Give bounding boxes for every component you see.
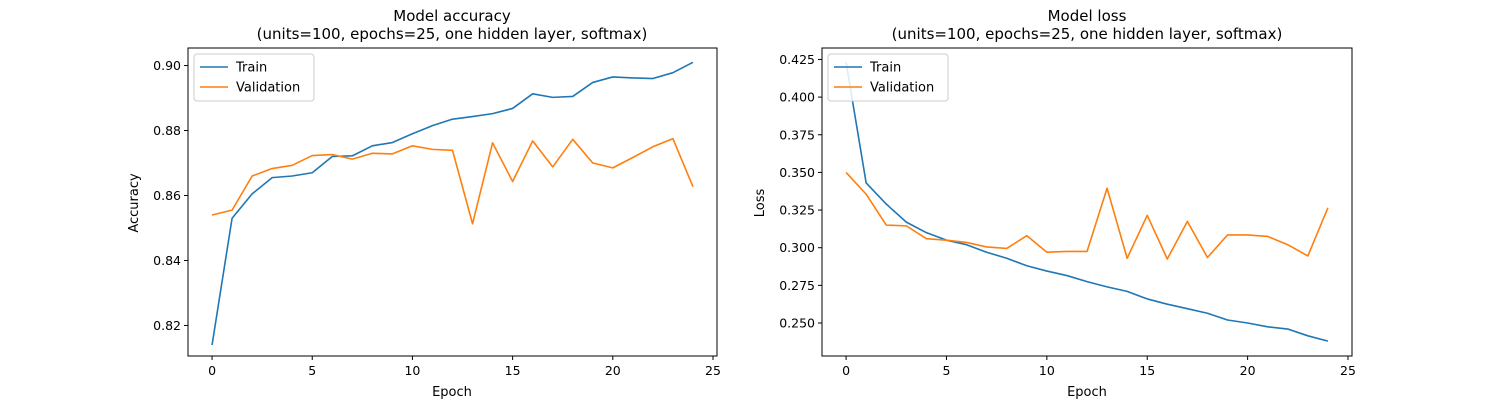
accuracy-y-tick-label: 0.86 <box>153 188 181 203</box>
loss-y-tick-label: 0.300 <box>779 240 815 255</box>
accuracy-y-tick-label: 0.82 <box>153 318 181 333</box>
accuracy-y-axis: 0.82 0.84 0.86 0.88 0.90 <box>153 58 188 333</box>
loss-x-tick-label: 20 <box>1240 363 1256 378</box>
loss-x-axis: 0 5 10 15 20 25 <box>842 356 1356 378</box>
loss-x-tick-label: 25 <box>1340 363 1356 378</box>
loss-legend-label-validation: Validation <box>870 81 934 96</box>
loss-y-tick-label: 0.250 <box>779 316 815 331</box>
accuracy-chart: Model accuracy (units=100, epochs=25, on… <box>127 7 721 400</box>
loss-x-tick-label: 15 <box>1139 363 1155 378</box>
loss-y-axis: 0.250 0.275 0.300 0.325 0.350 0.375 0.400 0.425 <box>779 52 822 331</box>
loss-legend-label-train: Train <box>869 61 901 76</box>
loss-y-axis-label: Loss <box>753 189 768 218</box>
loss-legend: Train Validation <box>827 53 949 102</box>
loss-series-train-line <box>845 62 1329 342</box>
accuracy-x-tick-label: 10 <box>404 363 420 378</box>
loss-y-tick-label: 0.400 <box>779 90 815 105</box>
accuracy-x-tick-label: 5 <box>308 363 316 378</box>
accuracy-legend-label-train: Train <box>235 61 267 76</box>
loss-y-tick-label: 0.350 <box>779 165 815 180</box>
accuracy-x-axis-label: Epoch <box>432 385 472 400</box>
loss-x-tick-label: 10 <box>1039 363 1055 378</box>
accuracy-series-train-line <box>211 61 694 346</box>
accuracy-y-tick-label: 0.88 <box>153 123 181 138</box>
loss-legend-box <box>827 53 949 102</box>
accuracy-legend-box <box>193 53 315 102</box>
accuracy-plot-area <box>187 47 718 357</box>
loss-y-tick-label: 0.375 <box>779 127 815 142</box>
loss-plot-area <box>821 47 1353 357</box>
loss-plot-frame <box>821 47 1353 357</box>
accuracy-plot-frame <box>187 47 718 357</box>
loss-x-tick-label: 0 <box>842 363 850 378</box>
accuracy-series-validation-line <box>211 137 694 225</box>
loss-chart-title: Model loss <box>1048 7 1127 25</box>
loss-x-tick-label: 5 <box>942 363 950 378</box>
accuracy-x-tick-label: 15 <box>505 363 521 378</box>
loss-chart: Model loss (units=100, epochs=25, one hi… <box>753 7 1356 400</box>
loss-x-axis-label: Epoch <box>1067 385 1107 400</box>
loss-y-tick-label: 0.425 <box>779 52 815 67</box>
accuracy-x-tick-label: 0 <box>208 363 216 378</box>
accuracy-x-tick-label: 25 <box>705 363 721 378</box>
loss-y-tick-label: 0.325 <box>779 203 815 218</box>
accuracy-legend: Train Validation <box>193 53 315 102</box>
accuracy-y-tick-label: 0.84 <box>153 253 181 268</box>
accuracy-y-tick-label: 0.90 <box>153 58 181 73</box>
accuracy-x-axis: 0 5 10 15 20 25 <box>208 356 721 378</box>
accuracy-chart-title: Model accuracy <box>393 7 511 25</box>
accuracy-legend-label-validation: Validation <box>236 81 300 96</box>
accuracy-y-axis-label: Accuracy <box>127 173 142 233</box>
accuracy-chart-subtitle: (units=100, epochs=25, one hidden layer,… <box>257 25 648 43</box>
accuracy-x-tick-label: 20 <box>605 363 621 378</box>
loss-chart-subtitle: (units=100, epochs=25, one hidden layer,… <box>892 25 1283 43</box>
loss-y-tick-label: 0.275 <box>779 278 815 293</box>
loss-series-validation-line <box>845 171 1329 260</box>
